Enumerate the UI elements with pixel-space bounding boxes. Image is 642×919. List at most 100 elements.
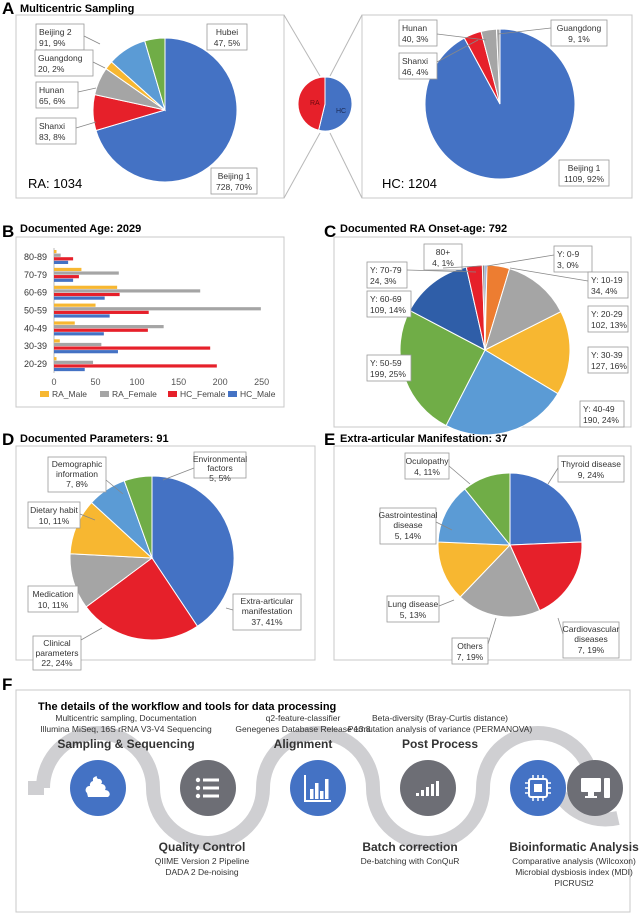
label-hubei-box — [206, 23, 248, 51]
label-cardio-box — [562, 621, 620, 659]
y-tick-label: 70-79 — [24, 270, 47, 280]
label-others: Others — [457, 641, 483, 651]
step-title: Quality Control — [159, 840, 246, 854]
leader-line — [486, 254, 555, 267]
bar-chart-icon — [290, 760, 346, 816]
label-beijing-1: Beijing 1 — [218, 171, 251, 181]
step-title: Bioinformatic Analysis — [509, 840, 639, 854]
label-cardio-value: 7, 19% — [578, 645, 605, 655]
label-onset-50-59: Y: 50-59 — [370, 358, 402, 368]
label-hubei: 47, 5% — [214, 38, 241, 48]
label-beijing-2-box — [35, 23, 85, 51]
pie-slice-environmental-factors — [123, 475, 153, 559]
label-hubei: Hubei — [216, 27, 238, 37]
label-others-box — [451, 637, 489, 665]
label-guangdong: 20, 2% — [38, 64, 65, 74]
label-onset-70-79: Y: 70-79 — [370, 265, 402, 275]
label-environmental: Environmental factors — [193, 454, 247, 473]
label-hc-hunan-box — [398, 19, 438, 47]
pie-chart-hc-centers — [424, 28, 576, 180]
label-hc-shanxi-box — [398, 52, 438, 80]
step-desc: Comparative analysis (Wilcoxon) — [512, 856, 636, 866]
leader-line — [105, 479, 124, 495]
label-demographic-value: 7, 8% — [66, 479, 88, 489]
pie-slice-gastrointestinal-disease — [437, 488, 512, 546]
leader-line — [92, 61, 106, 69]
label-extra-articular-value: 37, 41% — [251, 617, 283, 627]
label-onset-20-29: Y: 20-29 — [591, 309, 623, 319]
panel-d-frame — [15, 445, 316, 661]
workflow-wave-segment — [366, 787, 490, 850]
label-hc-shanxi: 46, 4% — [402, 67, 429, 77]
label-clinical-value: 22, 24% — [41, 658, 73, 668]
label-onset-70-79-box — [366, 261, 408, 289]
label-shanxi: Shanxi — [39, 121, 65, 131]
label-hunan: 65, 6% — [39, 96, 66, 106]
panel-f-title: The details of the workflow and tools fo… — [38, 701, 336, 713]
y-tick-label: 60-69 — [24, 288, 47, 298]
label-guangdong-box — [34, 49, 94, 77]
leader-line — [79, 513, 96, 521]
leader-line — [438, 599, 455, 607]
pie-slice-guangdong — [495, 28, 501, 105]
bar-chart-age: 0 50 100 150 200 250 80-89 70-79 60-69 50-59 40-49… — [24, 248, 276, 399]
signal-bars-icon — [400, 760, 456, 816]
y-tick-label: 50-59 — [24, 306, 47, 316]
leader-line — [487, 617, 497, 645]
step-title: Alignment — [274, 737, 333, 751]
label-hc-hunan: Hunan — [402, 23, 427, 33]
leader-line — [225, 607, 234, 611]
label-onset-50-59-box — [366, 354, 412, 382]
step-desc: Illumina MiSeq, 16S rRNA V3-V4 Sequencin… — [40, 724, 212, 734]
label-medication: Medication — [32, 589, 73, 599]
label-demographic-box — [47, 456, 107, 493]
label-onset-70-79: 24, 3% — [370, 276, 397, 286]
panel-e-title: Extra-articular Manifestation: 37 — [340, 433, 508, 445]
label-hunan-box — [35, 81, 79, 109]
step-desc: q2-feature-classifier — [266, 713, 341, 723]
label-onset-40-49: Y: 40-49 — [583, 404, 615, 414]
label-environmental-box — [193, 451, 247, 479]
panel-a-title: Multicentric Sampling — [20, 3, 134, 15]
leader-line — [497, 27, 552, 35]
label-dietary: Dietary habit — [30, 505, 78, 515]
pie-slice-beijing-1 — [95, 37, 238, 183]
label-onset-0-9: 3, 0% — [557, 260, 579, 270]
bar-hc_female-80-89 — [54, 257, 74, 261]
label-shanxi-box — [35, 117, 77, 145]
pie-chart-ra-centers — [92, 37, 238, 183]
pie-chart-extra-articular — [437, 472, 583, 618]
hc-slice-label: HC — [336, 108, 346, 115]
bar-hc_male-20-29 — [54, 367, 85, 372]
label-hc-beijing-1: 1109, 92% — [564, 174, 604, 184]
leader-line — [80, 627, 103, 641]
step-desc: De-batching with ConQuR — [361, 856, 460, 866]
label-hc-guangdong-box — [550, 19, 608, 47]
workflow-wave-segment — [36, 726, 160, 789]
leader-line — [442, 265, 482, 269]
label-others: 7, 19% — [457, 652, 484, 662]
label-thyroid: 9, 24% — [578, 470, 605, 480]
label-beijing-2: 91, 9% — [39, 38, 66, 48]
bar-hc_female-70-79 — [54, 275, 79, 279]
leader-line — [83, 35, 101, 45]
step-desc: Permutation analysis of variance (PERMAN… — [348, 724, 533, 734]
pie-chart-onset-age — [399, 264, 571, 436]
pie-slice-clinical-parameters — [85, 557, 199, 641]
panel-d-title: Documented Parameters: 91 — [20, 433, 169, 445]
leader-line — [162, 467, 195, 481]
bar-ra_male-40-49 — [54, 321, 75, 325]
pie-chart-parameters — [69, 475, 235, 641]
panel-b-frame — [15, 236, 285, 408]
label-onset-30-39-box — [587, 346, 629, 374]
label-onset-50-59: 199, 25% — [370, 369, 406, 379]
label-onset-60-69-box — [366, 290, 412, 318]
label-hc-hunan: 40, 3% — [402, 34, 429, 44]
label-shanxi: 83, 8% — [39, 132, 66, 142]
label-guangdong: Guangdong — [38, 53, 83, 63]
label-lung: 5, 13% — [400, 610, 427, 620]
panel-d-letter: D — [2, 430, 14, 449]
pie-slice-oculopathy — [464, 472, 511, 547]
x-tick-label: 100 — [130, 377, 145, 387]
